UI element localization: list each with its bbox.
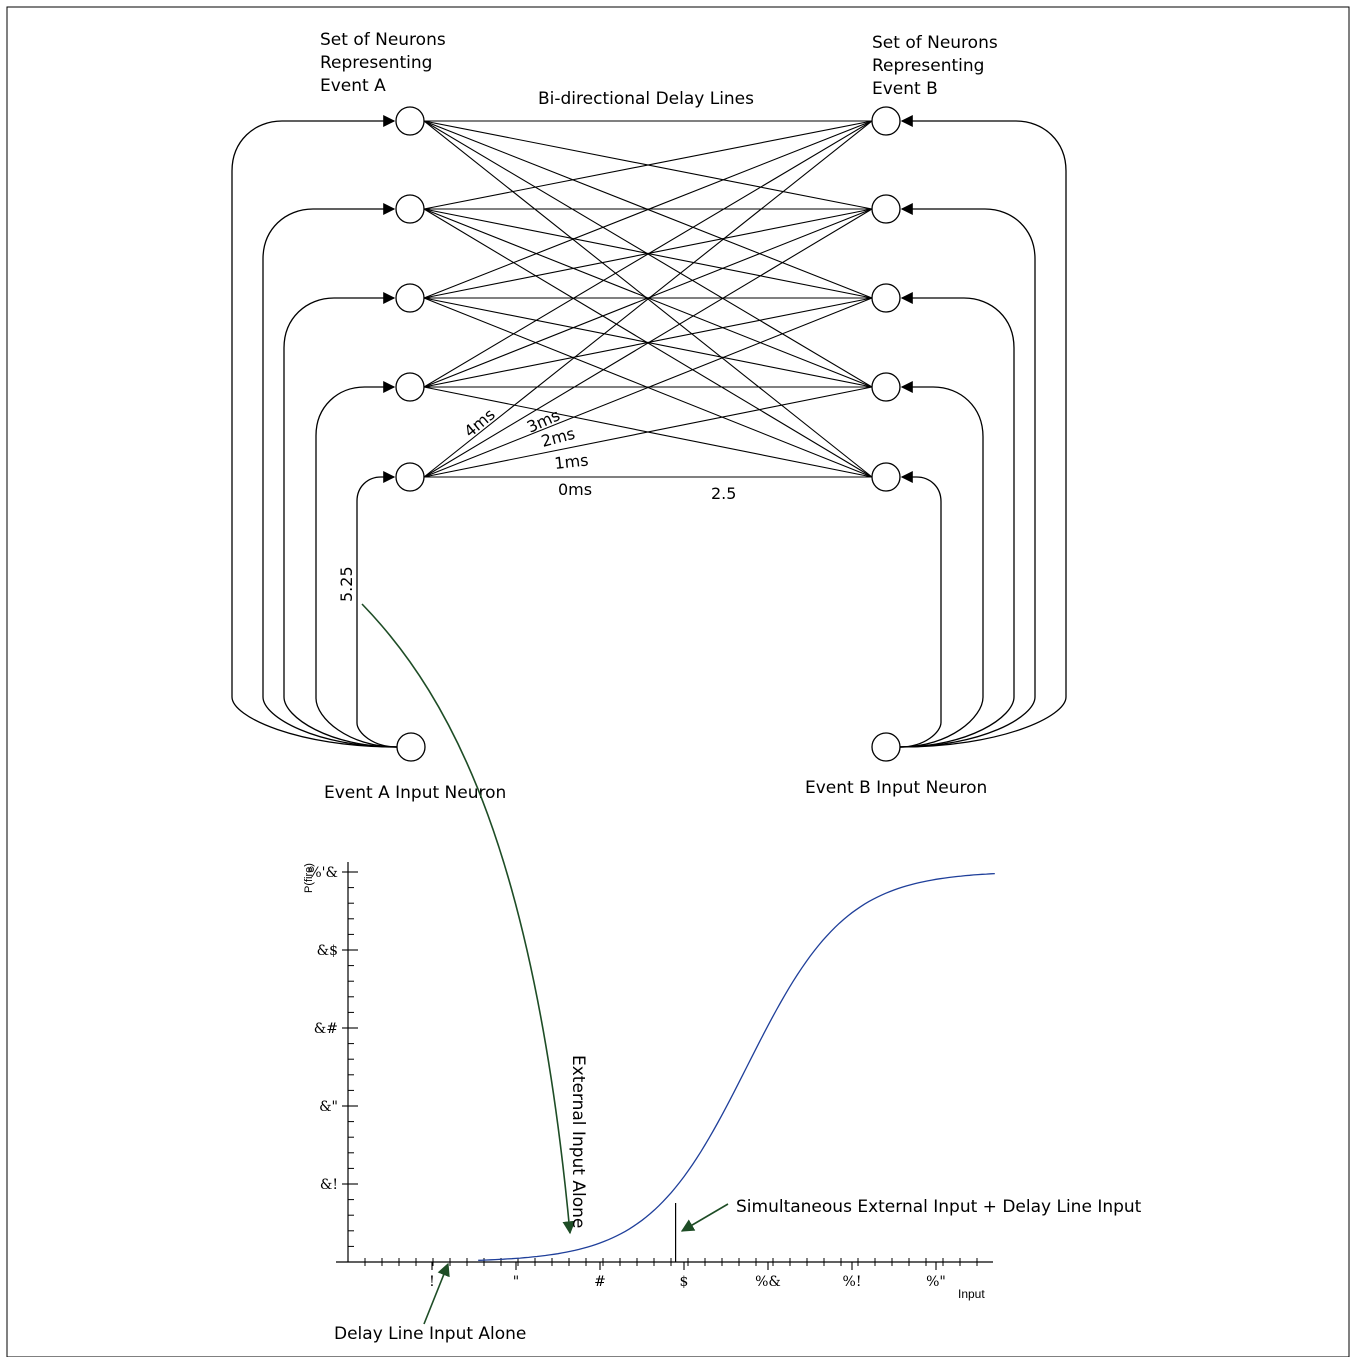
delay-line bbox=[423, 120, 873, 299]
y-axis-label: P(fire) bbox=[303, 863, 315, 893]
x-tick-label: %! bbox=[843, 1274, 862, 1290]
group-b-label: Set of Neurons Representing Event B bbox=[872, 33, 1003, 99]
loop-b-2 bbox=[899, 203, 1036, 748]
delay-label-0ms: 0ms bbox=[558, 480, 592, 499]
neuron-a-1 bbox=[395, 106, 425, 136]
x-tick-label: $ bbox=[680, 1274, 689, 1290]
external-input-alone-label: External Input Alone bbox=[568, 1055, 588, 1228]
delay-line bbox=[423, 386, 873, 478]
delay-line-input-alone-label: Delay Line Input Alone bbox=[334, 1324, 526, 1344]
group-a-label: Set of Neurons Representing Event A bbox=[320, 30, 451, 96]
neuron-b-5 bbox=[871, 462, 901, 492]
neuron-b-4 bbox=[871, 372, 901, 402]
loop-a-5 bbox=[356, 471, 398, 748]
x-tick-label: ! bbox=[429, 1274, 435, 1290]
firing-probability-chart: ! " # $ %&%! %" &! &" &# &$ %'& P(fire) Input bbox=[303, 862, 995, 1301]
neuron-a-5 bbox=[395, 462, 425, 492]
loop-b-1 bbox=[899, 115, 1067, 748]
neuron-b-2 bbox=[871, 194, 901, 224]
loop-b-3 bbox=[899, 292, 1015, 748]
y-tick-label: &# bbox=[314, 1021, 338, 1037]
delay-line bbox=[423, 120, 873, 210]
weight-label-right: 2.5 bbox=[711, 484, 736, 503]
x-axis-label: Input bbox=[958, 1287, 985, 1301]
neuron-a-2 bbox=[395, 194, 425, 224]
delay-line bbox=[423, 208, 873, 478]
external-input-arrow bbox=[361, 603, 576, 1235]
delay-lines-title: Bi-directional Delay Lines bbox=[538, 89, 754, 109]
delay-line bbox=[423, 120, 873, 478]
weight-label-left: 5.25 bbox=[337, 566, 356, 602]
neuron-b-3 bbox=[871, 283, 901, 313]
neurons bbox=[395, 106, 901, 762]
x-tick-label: # bbox=[594, 1274, 606, 1290]
figure-frame bbox=[6, 6, 1350, 1357]
y-tick-label: &! bbox=[320, 1177, 338, 1193]
loop-b-5 bbox=[899, 471, 942, 748]
neuron-b-1 bbox=[871, 106, 901, 136]
delay-label-1ms: 1ms bbox=[553, 451, 589, 473]
y-tick-label: &$ bbox=[317, 943, 338, 959]
event-a-input-neuron bbox=[396, 732, 426, 762]
delay-line bbox=[423, 297, 873, 478]
delay-lines bbox=[423, 120, 873, 478]
neuron-a-4 bbox=[395, 372, 425, 402]
event-b-input-neuron bbox=[871, 732, 901, 762]
delay-line bbox=[423, 208, 873, 388]
x-tick-label: %" bbox=[926, 1274, 946, 1290]
loop-a-3 bbox=[283, 292, 398, 748]
event-b-input-label: Event B Input Neuron bbox=[805, 778, 987, 798]
loop-a-4 bbox=[315, 381, 398, 748]
delay-alone-arrow bbox=[423, 1262, 450, 1325]
loop-a-2 bbox=[262, 203, 398, 748]
loop-a-1 bbox=[231, 115, 398, 748]
event-a-input-label: Event A Input Neuron bbox=[324, 783, 506, 803]
x-tick-label: %& bbox=[755, 1274, 781, 1290]
neuron-a-3 bbox=[395, 283, 425, 313]
loop-b-4 bbox=[899, 381, 984, 748]
y-tick-label: &" bbox=[319, 1099, 338, 1115]
input-loops bbox=[231, 115, 1067, 748]
series-line bbox=[478, 872, 995, 1261]
simultaneous-input-arrow bbox=[680, 1203, 729, 1232]
x-tick-label: " bbox=[513, 1274, 519, 1290]
simultaneous-input-label: Simultaneous External Input + Delay Line… bbox=[736, 1197, 1142, 1217]
delay-line bbox=[423, 120, 873, 388]
y-tick-label: %'& bbox=[308, 865, 338, 881]
